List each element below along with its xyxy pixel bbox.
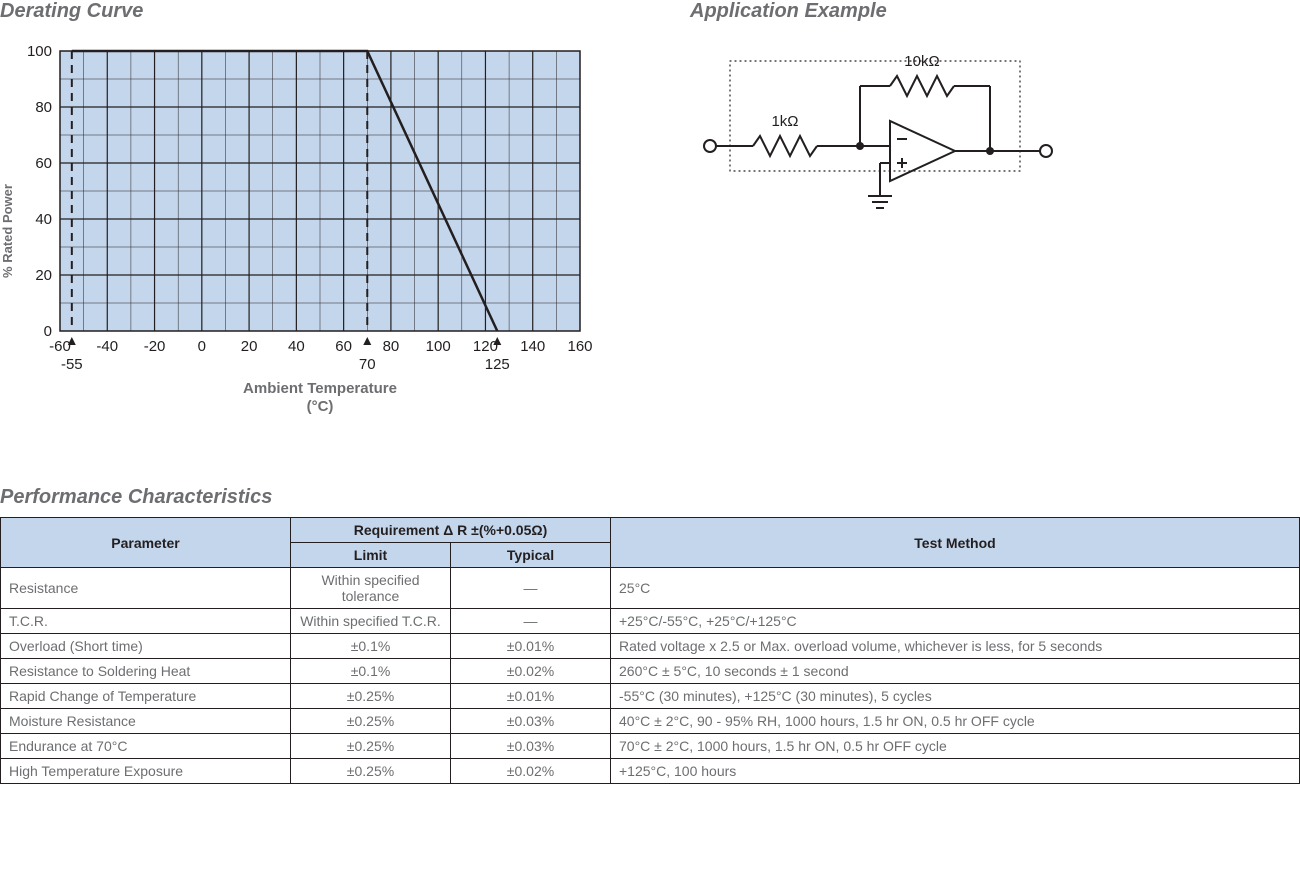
performance-title: Performance Characteristics (0, 486, 1300, 509)
th-parameter: Parameter (1, 518, 291, 568)
chart-ylabel: % Rated Power (0, 184, 15, 278)
application-title: Application Example (690, 0, 1190, 23)
table-row: Resistance to Soldering Heat ±0.1% ±0.02… (1, 659, 1300, 684)
th-limit: Limit (291, 543, 451, 568)
r2-label: 10kΩ (904, 53, 939, 70)
table-row: Resistance Within specified tolerance — … (1, 568, 1300, 609)
chart-xlabel-2: (°C) (307, 398, 334, 415)
derating-title: Derating Curve (0, 0, 610, 23)
svg-text:100: 100 (426, 338, 451, 355)
table-row: Overload (Short time) ±0.1% ±0.01% Rated… (1, 634, 1300, 659)
application-circuit: 1kΩ 10kΩ (690, 31, 1090, 231)
th-typical: Typical (451, 543, 611, 568)
r1-label: 1kΩ (771, 113, 798, 130)
svg-text:70: 70 (359, 356, 376, 373)
svg-text:80: 80 (383, 338, 400, 355)
svg-text:60: 60 (35, 155, 52, 172)
svg-text:120: 120 (473, 338, 498, 355)
svg-text:80: 80 (35, 99, 52, 116)
svg-text:140: 140 (520, 338, 545, 355)
table-row: Moisture Resistance ±0.25% ±0.03% 40°C ±… (1, 709, 1300, 734)
table-row: T.C.R. Within specified T.C.R. — +25°C/-… (1, 609, 1300, 634)
svg-text:60: 60 (335, 338, 352, 355)
chart-xlabel-1: Ambient Temperature (243, 380, 397, 397)
svg-text:-55: -55 (61, 356, 83, 373)
table-row: Endurance at 70°C ±0.25% ±0.03% 70°C ± 2… (1, 734, 1300, 759)
svg-text:125: 125 (485, 356, 510, 373)
svg-text:100: 100 (27, 43, 52, 60)
svg-text:40: 40 (35, 211, 52, 228)
derating-chart-svg: 02040 6080100 -60-40-20 02040 6080100 12… (0, 31, 610, 431)
table-row: High Temperature Exposure ±0.25% ±0.02% … (1, 759, 1300, 784)
svg-text:40: 40 (288, 338, 305, 355)
table-row: Rapid Change of Temperature ±0.25% ±0.01… (1, 684, 1300, 709)
svg-text:160: 160 (567, 338, 592, 355)
svg-text:-20: -20 (144, 338, 166, 355)
svg-text:-40: -40 (96, 338, 118, 355)
svg-text:20: 20 (241, 338, 258, 355)
svg-text:0: 0 (198, 338, 206, 355)
th-requirement: Requirement Δ R ±(%+0.05Ω) (291, 518, 611, 543)
svg-text:-60: -60 (49, 338, 71, 355)
th-method: Test Method (611, 518, 1300, 568)
svg-text:20: 20 (35, 267, 52, 284)
performance-table: Parameter Requirement Δ R ±(%+0.05Ω) Tes… (0, 517, 1300, 784)
derating-chart: 02040 6080100 -60-40-20 02040 6080100 12… (0, 31, 610, 431)
